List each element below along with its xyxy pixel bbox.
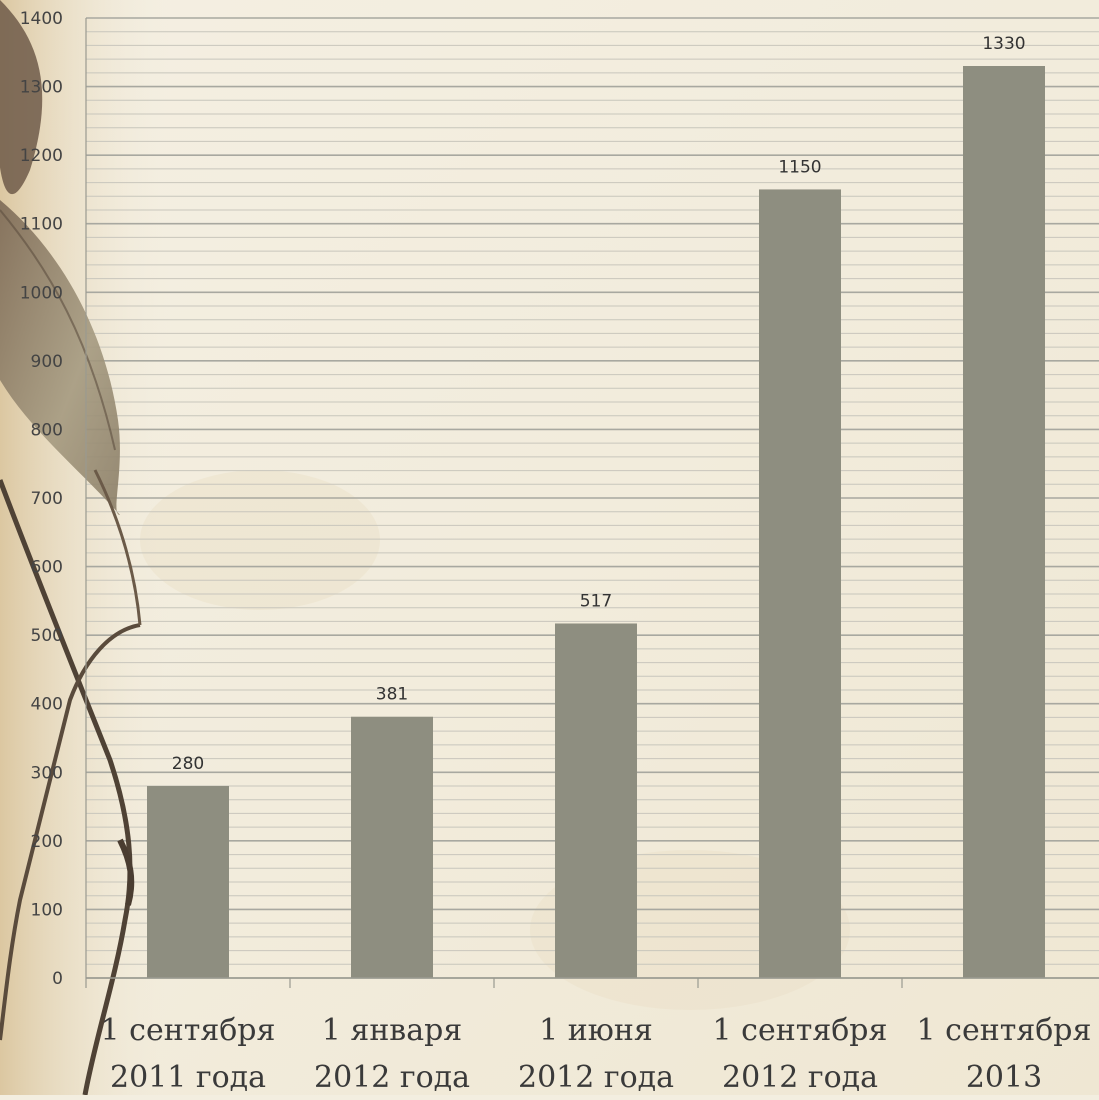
bar: [351, 716, 433, 978]
bar: [147, 786, 229, 978]
y-tick-label: 700: [31, 489, 63, 509]
bar: [759, 189, 841, 978]
y-tick-label: 1200: [20, 146, 63, 166]
data-label: 280: [172, 754, 204, 774]
y-tick-label: 400: [31, 695, 63, 715]
x-tick-label: 1 сентября 2013: [917, 1013, 1092, 1095]
y-axis: 0 100 200 300 400 500 600 700 800 900 1000 1100 1200…: [20, 9, 87, 989]
leaf-decoration: [0, 0, 142, 1096]
bar: [963, 66, 1045, 978]
y-tick-label: 100: [31, 900, 63, 920]
data-label: 517: [580, 591, 612, 611]
x-tick-label: 1 июня 2012 года: [518, 1013, 674, 1095]
x-axis: 1 сентября 2011 года 1 января 2012 года 1 ию…: [85, 977, 1099, 1095]
y-tick-label: 1400: [20, 9, 63, 29]
data-label: 1150: [778, 157, 821, 177]
y-tick-label: 1000: [20, 283, 63, 303]
x-tick-label: 1 сентября 2011 года: [101, 1013, 276, 1095]
x-tick-label: 1 января 2012 года: [314, 1013, 470, 1095]
y-tick-label: 800: [31, 420, 63, 440]
y-tick-label: 200: [31, 832, 63, 852]
data-label: 1330: [982, 34, 1025, 54]
data-labels: 280 381 517 1150 1330: [172, 34, 1026, 774]
data-label: 381: [376, 685, 408, 705]
bars: [147, 66, 1045, 978]
y-tick-label: 600: [31, 558, 63, 578]
x-tick-label: 1 сентября 2012 года: [713, 1013, 888, 1095]
y-tick-label: 1300: [20, 78, 63, 98]
y-tick-label: 300: [31, 763, 63, 783]
y-tick-label: 500: [31, 626, 63, 646]
y-tick-label: 900: [31, 352, 63, 372]
bar: [555, 623, 637, 978]
y-tick-label: 1100: [20, 215, 63, 235]
y-tick-label: 0: [52, 969, 63, 989]
